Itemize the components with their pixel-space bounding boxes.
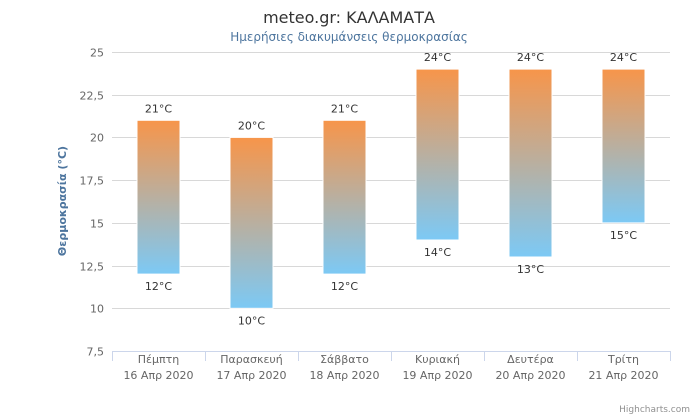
low-temp-label: 13°C — [517, 263, 544, 276]
x-category-day: Σάββατο — [320, 353, 369, 366]
x-category-day: Πέμπτη — [138, 353, 179, 366]
temperature-range-bar — [508, 68, 553, 258]
y-tick-label: 7,5 — [87, 346, 105, 359]
high-temp-label: 21°C — [331, 102, 358, 115]
high-temp-label: 20°C — [238, 119, 265, 132]
x-category-date: 19 Απρ 2020 — [402, 369, 472, 382]
y-tick-label: 25 — [90, 47, 104, 60]
high-temp-label: 24°C — [424, 51, 451, 64]
x-category-date: 17 Απρ 2020 — [216, 369, 286, 382]
y-tick-label: 20 — [90, 132, 104, 145]
axes: 7,5 10 12,5 15 17,5 20 22,5 25 Πέμπτη 16 Απρ 2020… — [80, 47, 671, 382]
data-bars — [136, 68, 646, 309]
y-tick-label: 22,5 — [80, 90, 105, 103]
temperature-range-bar — [415, 68, 460, 241]
high-temp-label: 21°C — [145, 102, 172, 115]
temperature-range-bar — [136, 119, 181, 275]
low-temp-label: 10°C — [238, 314, 265, 327]
x-category-day: Κυριακή — [415, 353, 460, 366]
y-tick-label: 10 — [90, 303, 104, 316]
low-temp-label: 12°C — [145, 280, 172, 293]
x-category-day: Παρασκευή — [220, 353, 283, 366]
y-tick-label: 12,5 — [80, 261, 105, 274]
y-axis-title: Θερμοκρασία (°C) — [56, 146, 69, 256]
high-temp-label: 24°C — [610, 51, 637, 64]
low-temp-label: 12°C — [331, 280, 358, 293]
x-category-day: Τρίτη — [607, 353, 639, 366]
temperature-range-bar — [601, 68, 646, 224]
credits-link[interactable]: Highcharts.com — [619, 405, 690, 415]
chart-subtitle: Ημερήσιες διακυμάνσεις θερμοκρασίας — [230, 30, 468, 44]
x-category-date: 20 Απρ 2020 — [495, 369, 565, 382]
gridlines — [112, 52, 670, 309]
temperature-range-bar — [229, 136, 274, 309]
data-labels: 21°C 12°C 20°C 10°C 21°C 12°C 24°C 14°C 24°C 13°C… — [145, 51, 637, 327]
chart-title: meteo.gr: ΚΑΛΑΜΑΤΑ — [263, 8, 435, 27]
low-temp-label: 14°C — [424, 246, 451, 259]
low-temp-label: 15°C — [610, 229, 637, 242]
x-category-date: 21 Απρ 2020 — [588, 369, 658, 382]
x-category-date: 16 Απρ 2020 — [123, 369, 193, 382]
temperature-range-bar — [322, 119, 367, 275]
y-tick-label: 17,5 — [80, 175, 105, 188]
high-temp-label: 24°C — [517, 51, 544, 64]
x-category-day: Δευτέρα — [507, 353, 554, 366]
x-category-date: 18 Απρ 2020 — [309, 369, 379, 382]
y-tick-label: 15 — [90, 218, 104, 231]
